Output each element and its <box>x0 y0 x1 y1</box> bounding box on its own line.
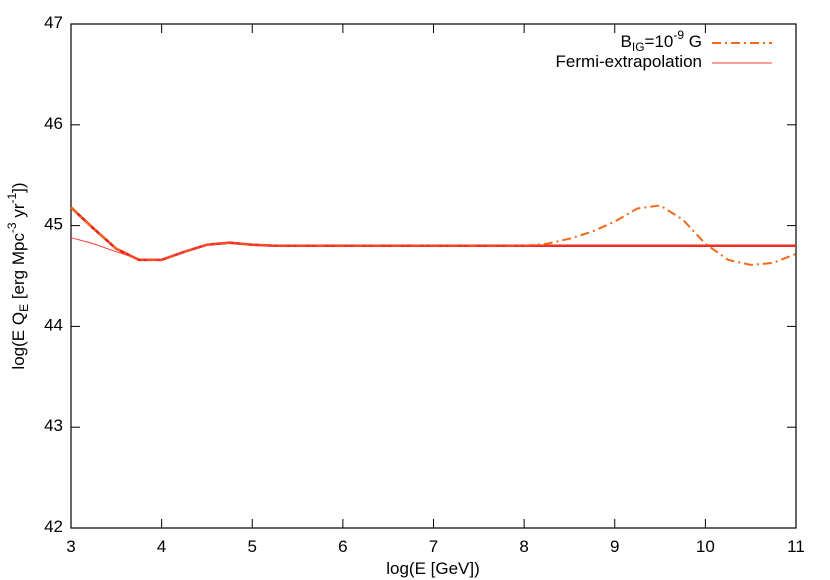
y-tick-label: 43 <box>44 417 63 436</box>
x-tick-label: 3 <box>66 537 75 556</box>
x-tick-label: 6 <box>338 537 347 556</box>
x-tick-label: 8 <box>519 537 528 556</box>
x-tick-label: 5 <box>248 537 257 556</box>
series-line <box>70 206 796 262</box>
x-axis-label: log(E [GeV]) <box>386 559 480 578</box>
x-tick-label: 4 <box>157 537 166 556</box>
legend-label: Fermi-extrapolation <box>556 52 702 71</box>
x-tick-label: 9 <box>610 537 619 556</box>
x-tick-label: 11 <box>787 537 805 556</box>
legend-label: BIG​=10-9​ G <box>621 28 702 54</box>
x-tick-label: 10 <box>696 537 715 556</box>
plot-frame <box>70 23 797 529</box>
y-tick-label: 44 <box>44 316 63 335</box>
series-line <box>70 237 796 261</box>
x-tick-label: 7 <box>429 537 438 556</box>
y-tick-label: 47 <box>44 13 63 32</box>
y-axis-label: log(E QE​ [erg Mpc-3​ yr-1​]) <box>5 182 31 369</box>
y-tick-label: 46 <box>44 114 63 133</box>
y-tick-label: 42 <box>44 517 63 536</box>
y-tick-label: 45 <box>44 215 63 234</box>
series-line <box>70 204 797 266</box>
